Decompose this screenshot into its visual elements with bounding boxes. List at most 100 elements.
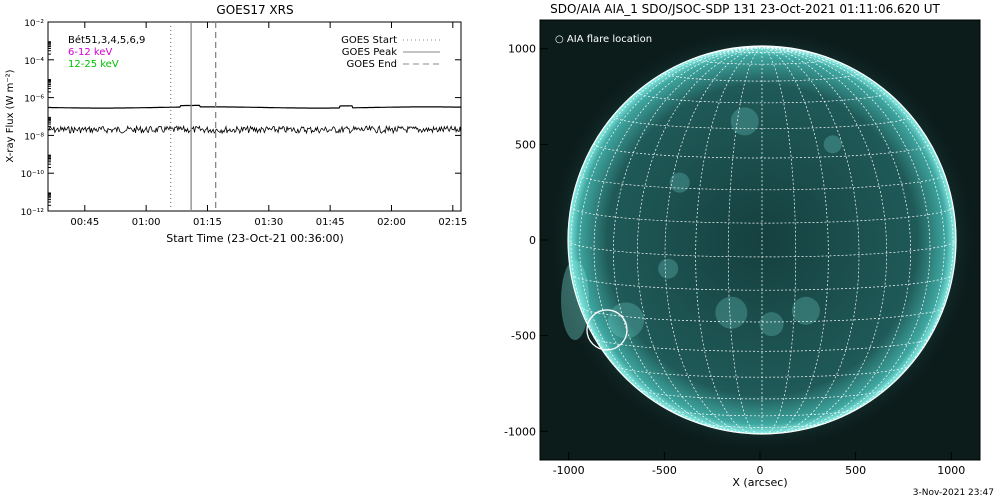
aia-longitude-line — [761, 46, 829, 435]
aia-longitude-line — [761, 46, 945, 428]
goes-legend-event-label: GOES Start — [341, 35, 397, 46]
goes-series-line — [47, 124, 462, 135]
aia-latitude-line — [570, 273, 954, 291]
goes-legend-channel-label: 12-25 keV — [68, 59, 119, 70]
aia-x-tick-label: 1000 — [937, 464, 965, 477]
aia-longitude-line — [570, 46, 763, 413]
aia-longitude-line — [636, 46, 763, 434]
aia-longitude-line — [761, 46, 888, 434]
aia-x-tick-label: -1000 — [553, 464, 585, 477]
goes-chart-title: GOES17 XRS — [216, 3, 293, 17]
aia-latitude-line — [697, 422, 827, 428]
aia-latitude-line — [637, 388, 887, 400]
aia-longitude-line — [613, 46, 763, 434]
aia-y-tick-label: -500 — [511, 330, 536, 343]
goes-y-tick-label: 10⁻² — [24, 19, 44, 29]
aia-bright-regions — [561, 107, 842, 340]
goes-x-tick-label: 01:00 — [132, 217, 161, 228]
goes-y-tick-label: 10⁻¹⁰ — [21, 170, 45, 180]
goes-x-tick-label: 00:45 — [70, 217, 99, 228]
goes-plot-frame — [47, 21, 462, 212]
aia-latitude-line — [594, 337, 930, 352]
aia-lat-lon-grid — [567, 46, 957, 435]
goes-legend-channel-label: Bét51,3,4,5,6,9 — [68, 34, 145, 46]
goes-flux-series — [47, 104, 462, 135]
aia-x-axis-label: X (arcsec) — [732, 476, 787, 489]
aia-latitude-line — [727, 49, 797, 53]
goes-x-tick-label: 02:15 — [438, 217, 467, 228]
aia-latitude-line — [732, 431, 792, 434]
goes-xrs-chart: GOES17 XRS 10⁻¹² 10⁻¹⁰ 10⁻⁸ 10⁻⁶ 10⁻⁴ 10⁻² 00… — [5, 3, 467, 245]
aia-bright-region — [608, 302, 645, 339]
aia-longitude-line — [761, 46, 860, 435]
goes-x-axis-ticks: 00:45 01:00 01:15 01:30 01:45 02:00 02:15 — [70, 22, 467, 228]
goes-x-tick-label: 02:00 — [377, 217, 406, 228]
aia-longitude-line — [761, 46, 957, 241]
aia-limb-brightening — [561, 260, 589, 340]
aia-latitude-line — [666, 408, 858, 417]
goes-x-tick-label: 01:45 — [316, 217, 345, 228]
aia-longitude-line — [761, 46, 931, 433]
goes-x-axis-label: Start Time (23-Oct-21 00:36:00) — [166, 232, 344, 245]
aia-bright-region — [791, 296, 820, 325]
aia-latitude-line — [664, 72, 860, 82]
aia-latitude-line — [614, 365, 910, 378]
aia-x-axis-ticks: -1000 -500 0 500 1000 — [553, 452, 965, 477]
aia-bright-region — [669, 172, 690, 193]
aia-y-tick-label: 1000 — [508, 43, 536, 56]
goes-y-axis-ticks: 10⁻¹² 10⁻¹⁰ 10⁻⁸ 10⁻⁶ 10⁻⁴ 10⁻² — [21, 19, 461, 218]
goes-y-tick-label: 10⁻¹² — [21, 208, 45, 218]
aia-legend-flare-location: ○ AIA flare location — [555, 34, 652, 45]
aia-longitude-line — [761, 46, 797, 435]
aia-y-tick-label: 0 — [529, 234, 536, 247]
goes-legend-channel-label: 6-12 keV — [68, 47, 112, 58]
aia-latitude-line — [570, 206, 954, 224]
aia-longitude-line — [727, 46, 763, 435]
aia-latitude-line — [636, 91, 888, 104]
flare-location-marker — [586, 309, 628, 351]
aia-x-tick-label: 500 — [845, 464, 866, 477]
aia-bright-region — [730, 107, 759, 136]
aia-latitude-line — [579, 306, 945, 323]
aia-bright-region — [658, 258, 679, 279]
aia-background — [540, 20, 980, 460]
aia-longitude-line — [593, 46, 763, 433]
aia-chart-title: SDO/AIA AIA_1 SDO/JSOC-SDP 131 23-Oct-20… — [550, 2, 940, 16]
aia-bright-region — [759, 312, 784, 337]
aia-latitude-line — [567, 239, 957, 258]
aia-plot-frame — [539, 19, 981, 461]
aia-longitude-line — [579, 46, 763, 428]
goes-y-tick-label: 10⁻⁸ — [24, 132, 44, 142]
goes-y-axis-label: X-ray Flux (W m⁻²) — [5, 69, 16, 162]
aia-latitude-line — [579, 173, 945, 191]
aia-longitude-line — [761, 46, 954, 413]
aia-bright-region — [823, 135, 842, 154]
aia-y-axis-ticks: -1000 -500 0 500 1000 — [504, 43, 548, 438]
goes-y-tick-label: 10⁻⁴ — [24, 57, 44, 67]
goes-legend-event-label: GOES End — [347, 59, 397, 70]
aia-latitude-line — [613, 115, 911, 130]
footer-timestamp: 3-Nov-2021 23:47 — [912, 488, 994, 498]
goes-series-line — [48, 104, 462, 109]
aia-latitude-line — [593, 143, 931, 159]
aia-longitude-line — [695, 46, 763, 435]
goes-y-tick-label: 10⁻⁶ — [24, 95, 44, 105]
goes-x-tick-label: 01:15 — [193, 217, 222, 228]
aia-longitude-line — [664, 46, 763, 435]
aia-corona-glow — [548, 26, 976, 454]
aia-y-tick-label: -1000 — [504, 425, 536, 438]
aia-x-tick-label: 0 — [757, 464, 764, 477]
aia-longitude-line — [761, 46, 911, 434]
goes-legend-event-label: GOES Peak — [342, 47, 397, 58]
aia-y-tick-label: 500 — [515, 138, 536, 151]
aia-longitude-line — [567, 46, 763, 241]
aia-sun-limb — [567, 45, 957, 435]
goes-event-lines — [170, 22, 217, 211]
goes-x-tick-label: 01:30 — [254, 217, 283, 228]
aia-latitude-line — [695, 58, 829, 65]
aia-sun-disk — [568, 46, 956, 434]
aia-bright-region — [715, 296, 748, 329]
aia-x-tick-label: -500 — [652, 464, 677, 477]
